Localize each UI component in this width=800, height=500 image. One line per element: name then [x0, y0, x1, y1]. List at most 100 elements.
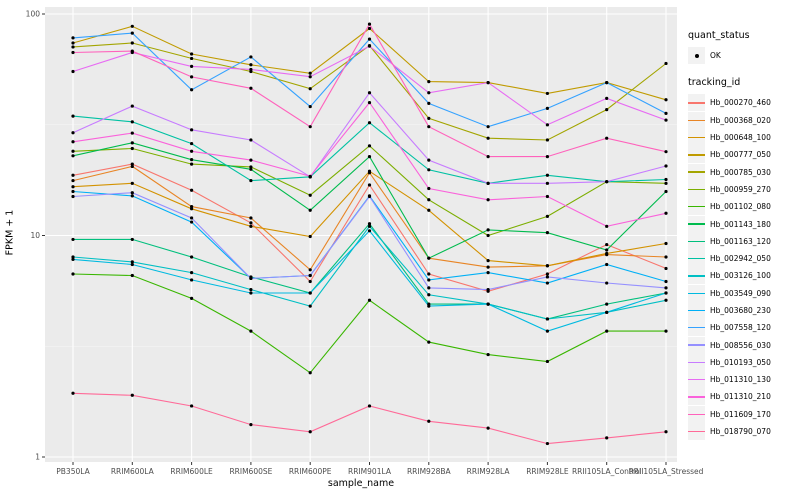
data-point[interactable] — [367, 26, 372, 31]
data-point[interactable] — [308, 291, 312, 295]
legend-entry-Hb_003680_230[interactable]: Hb_003680_230 — [688, 302, 771, 319]
data-point[interactable] — [130, 237, 134, 242]
data-point[interactable] — [664, 241, 668, 246]
data-point[interactable] — [130, 31, 134, 35]
data-point[interactable] — [427, 186, 431, 191]
data-point[interactable] — [190, 128, 194, 132]
data-point[interactable] — [545, 329, 550, 333]
data-point[interactable] — [367, 37, 372, 41]
data-point[interactable] — [605, 180, 609, 184]
legend-entry-Hb_010193_050[interactable]: Hb_010193_050 — [688, 353, 771, 371]
data-point[interactable] — [190, 404, 194, 408]
data-point[interactable] — [249, 63, 253, 67]
data-point[interactable] — [367, 194, 372, 199]
data-point[interactable] — [308, 234, 312, 239]
data-point[interactable] — [605, 136, 609, 140]
data-point[interactable] — [130, 191, 134, 195]
data-point[interactable] — [486, 125, 490, 129]
data-point[interactable] — [249, 158, 253, 162]
legend-entry-Hb_003549_090[interactable]: Hb_003549_090 — [688, 284, 771, 302]
data-point[interactable] — [190, 56, 194, 61]
data-point[interactable] — [249, 423, 253, 427]
legend-entry-Hb_000959_270[interactable]: Hb_000959_270 — [688, 180, 771, 198]
legend-entry-Hb_007558_120[interactable]: Hb_007558_120 — [688, 319, 771, 337]
data-point[interactable] — [190, 162, 194, 166]
data-point[interactable] — [190, 207, 194, 211]
data-point[interactable] — [190, 149, 194, 153]
data-point[interactable] — [545, 123, 550, 127]
data-point[interactable] — [367, 101, 372, 105]
data-point[interactable] — [190, 75, 194, 79]
data-point[interactable] — [545, 173, 550, 177]
data-point[interactable] — [130, 260, 134, 264]
data-point[interactable] — [71, 149, 75, 153]
data-point[interactable] — [427, 208, 431, 212]
data-point[interactable] — [545, 138, 550, 142]
legend-entry-Hb_001163_120[interactable]: Hb_001163_120 — [688, 232, 771, 250]
data-point[interactable] — [130, 181, 134, 185]
legend-entry-Hb_000368_020[interactable]: Hb_000368_020 — [688, 111, 771, 129]
data-point[interactable] — [190, 52, 194, 56]
data-point[interactable] — [486, 198, 490, 202]
data-point[interactable] — [664, 177, 668, 182]
data-point[interactable] — [545, 91, 550, 96]
data-point[interactable] — [367, 144, 372, 148]
data-point[interactable] — [664, 430, 668, 434]
data-point[interactable] — [190, 278, 194, 282]
data-point[interactable] — [664, 255, 668, 259]
data-point[interactable] — [367, 404, 372, 408]
data-point[interactable] — [605, 302, 609, 306]
legend-entry-Hb_011310_210[interactable]: Hb_011310_210 — [688, 388, 771, 406]
data-point[interactable] — [71, 114, 75, 118]
data-point[interactable] — [664, 111, 668, 115]
data-point[interactable] — [427, 272, 431, 276]
data-point[interactable] — [427, 304, 431, 308]
data-point[interactable] — [427, 125, 431, 129]
data-point[interactable] — [249, 138, 253, 142]
data-point[interactable] — [605, 329, 609, 333]
legend-entry-Hb_002942_050[interactable]: Hb_002942_050 — [688, 250, 771, 268]
data-point[interactable] — [130, 24, 134, 28]
data-point[interactable] — [130, 393, 134, 397]
data-point[interactable] — [130, 164, 134, 169]
data-point[interactable] — [367, 91, 372, 95]
data-point[interactable] — [664, 286, 668, 290]
data-point[interactable] — [71, 45, 75, 49]
data-point[interactable] — [545, 441, 550, 446]
data-point[interactable] — [427, 286, 431, 290]
data-point[interactable] — [190, 296, 194, 301]
data-point[interactable] — [130, 141, 134, 145]
legend-entry-Hb_000270_460[interactable]: Hb_000270_460 — [688, 94, 771, 112]
data-point[interactable] — [545, 214, 550, 218]
data-point[interactable] — [664, 164, 668, 168]
data-point[interactable] — [486, 302, 490, 306]
data-point[interactable] — [486, 287, 490, 292]
legend-entry-Hb_000648_100[interactable]: Hb_000648_100 — [688, 129, 771, 147]
data-point[interactable] — [71, 255, 75, 259]
data-point[interactable] — [71, 36, 75, 40]
data-point[interactable] — [367, 22, 372, 26]
data-point[interactable] — [190, 220, 194, 224]
data-point[interactable] — [427, 256, 431, 260]
data-point[interactable] — [249, 291, 253, 295]
data-point[interactable] — [249, 287, 253, 292]
data-point[interactable] — [130, 273, 134, 278]
legend-entry-Hb_003126_100[interactable]: Hb_003126_100 — [688, 267, 771, 285]
data-point[interactable] — [427, 340, 431, 344]
data-point[interactable] — [308, 87, 312, 91]
data-point[interactable] — [605, 310, 609, 314]
data-point[interactable] — [367, 224, 372, 228]
legend-entry-Hb_001102_080[interactable]: Hb_001102_080 — [688, 198, 771, 216]
data-point[interactable] — [486, 426, 490, 430]
data-point[interactable] — [664, 118, 668, 122]
data-point[interactable] — [545, 106, 550, 110]
data-point[interactable] — [308, 193, 312, 197]
data-point[interactable] — [130, 194, 134, 198]
data-point[interactable] — [427, 101, 431, 105]
data-point[interactable] — [605, 262, 609, 267]
data-point[interactable] — [71, 41, 75, 45]
data-point[interactable] — [367, 44, 372, 48]
legend-entry-Hb_008556_030[interactable]: Hb_008556_030 — [688, 336, 771, 354]
data-point[interactable] — [664, 211, 668, 215]
data-point[interactable] — [545, 264, 550, 268]
